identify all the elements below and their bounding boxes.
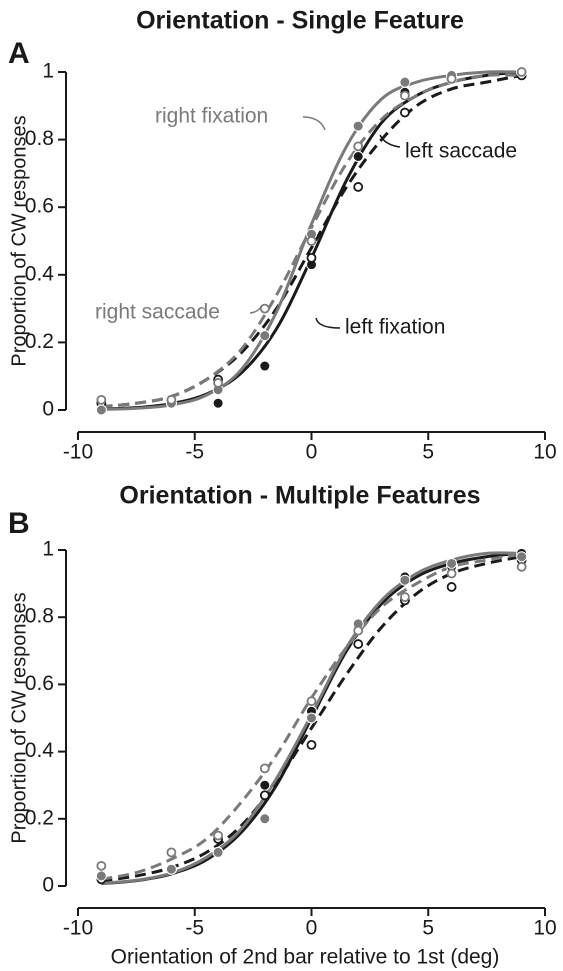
data-point-filled bbox=[352, 151, 364, 162]
data-point-filled bbox=[165, 863, 177, 875]
data-point-open bbox=[259, 763, 270, 774]
y-tick-label: 0 bbox=[42, 874, 54, 897]
data-point-filled bbox=[399, 76, 411, 88]
y-tick-label: 0.6 bbox=[25, 672, 54, 695]
annotation-leader bbox=[249, 304, 263, 314]
data-point-filled bbox=[516, 551, 528, 563]
y-tick-label: 1 bbox=[42, 538, 54, 561]
data-point-open bbox=[353, 639, 364, 649]
y-tick-label: 1 bbox=[42, 60, 54, 83]
panel-letter: B bbox=[8, 507, 30, 540]
data-point-open bbox=[306, 739, 317, 750]
data-point-open bbox=[446, 568, 457, 579]
data-point-filled bbox=[212, 846, 224, 858]
x-tick-label: 10 bbox=[533, 917, 556, 940]
x-tick-label: 5 bbox=[422, 441, 434, 464]
x-tick-label: -10 bbox=[63, 441, 93, 464]
y-axis-label: Proportion of CW responses bbox=[8, 592, 30, 843]
x-tick-label: 5 bbox=[422, 917, 434, 940]
data-point-open bbox=[446, 582, 457, 592]
y-tick-label: 0.4 bbox=[25, 262, 55, 285]
chart-title: Orientation - Single Feature bbox=[136, 7, 464, 35]
data-point-filled bbox=[259, 330, 271, 342]
annotation-leader bbox=[315, 317, 341, 329]
annotation-leader bbox=[302, 116, 326, 131]
data-point-filled bbox=[446, 557, 458, 569]
x-tick-label: 0 bbox=[306, 441, 318, 464]
data-point-open bbox=[516, 561, 527, 572]
data-point-filled bbox=[306, 712, 317, 724]
series-label: left fixation bbox=[345, 316, 445, 339]
data-point-open bbox=[96, 860, 107, 871]
data-point-open bbox=[353, 625, 364, 636]
panel-letter: A bbox=[8, 37, 30, 70]
chart-title: Orientation - Multiple Features bbox=[119, 482, 480, 510]
y-tick-label: 0.8 bbox=[25, 605, 54, 628]
data-point-open bbox=[516, 67, 527, 77]
data-point-open bbox=[213, 830, 224, 841]
data-point-filled bbox=[259, 813, 271, 825]
data-point-open bbox=[399, 592, 410, 602]
data-point-open bbox=[96, 394, 107, 405]
data-point-open bbox=[399, 107, 410, 118]
data-point-open bbox=[306, 696, 317, 707]
data-point-open bbox=[166, 847, 177, 858]
data-point-open bbox=[306, 236, 317, 246]
x-tick-label: -10 bbox=[63, 917, 93, 940]
data-point-open bbox=[306, 252, 317, 263]
data-point-open bbox=[259, 303, 270, 314]
series-label: left saccade bbox=[405, 140, 517, 163]
data-point-filled bbox=[95, 870, 107, 882]
x-axis-label: Orientation of 2nd bar relative to 1st (… bbox=[111, 946, 500, 969]
annotation-leader bbox=[379, 134, 401, 148]
x-tick-label: 10 bbox=[533, 441, 556, 464]
data-point-open bbox=[213, 378, 224, 388]
data-point-filled bbox=[95, 404, 107, 416]
data-point-open bbox=[399, 90, 410, 101]
series-label: right saccade bbox=[95, 301, 220, 324]
data-point-filled bbox=[259, 360, 271, 372]
y-tick-label: 0.2 bbox=[25, 330, 54, 353]
data-point-filled bbox=[352, 120, 364, 132]
y-tick-label: 0.6 bbox=[25, 195, 54, 218]
data-point-open bbox=[166, 394, 177, 405]
series-label: right fixation bbox=[155, 105, 268, 128]
y-tick-label: 0 bbox=[42, 398, 54, 421]
data-point-open bbox=[446, 73, 457, 84]
data-point-filled bbox=[259, 779, 271, 791]
x-tick-label: 0 bbox=[306, 917, 318, 940]
y-tick-label: 0.8 bbox=[25, 127, 54, 150]
data-point-filled bbox=[212, 397, 224, 409]
y-tick-label: 0.4 bbox=[25, 739, 55, 762]
y-tick-label: 0.2 bbox=[25, 806, 54, 829]
data-point-filled bbox=[399, 574, 411, 586]
x-tick-label: -5 bbox=[185, 917, 204, 940]
data-point-open bbox=[353, 141, 364, 152]
data-point-open bbox=[259, 790, 270, 801]
y-axis-label: Proportion of CW responses bbox=[8, 115, 30, 366]
data-point-open bbox=[353, 182, 364, 192]
x-tick-label: -5 bbox=[185, 441, 204, 464]
